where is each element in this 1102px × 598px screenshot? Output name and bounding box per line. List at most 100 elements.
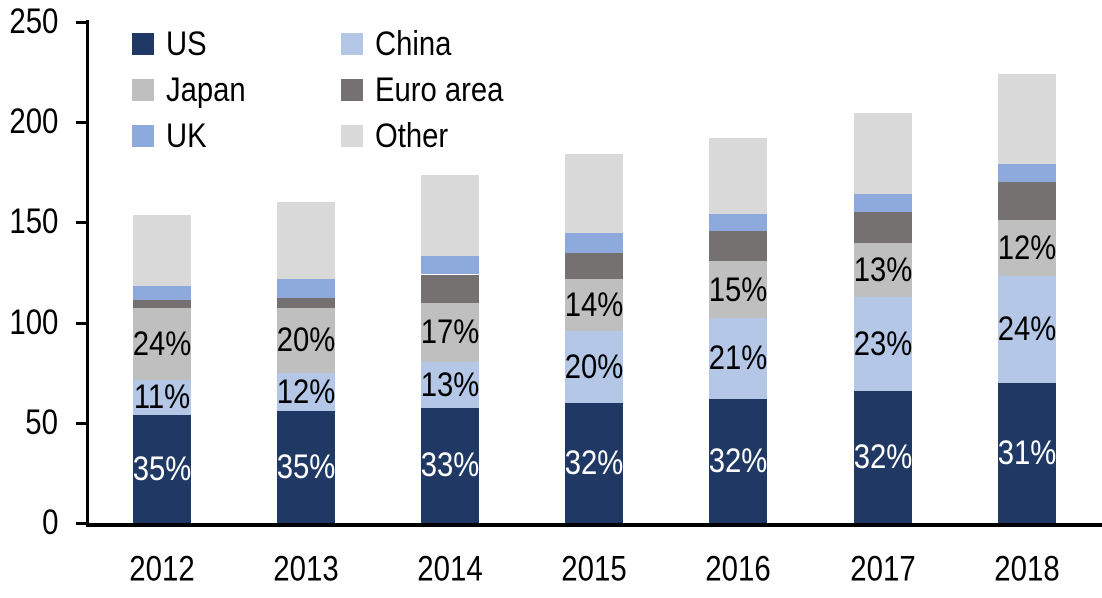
- legend-item-euro-area: Euro area: [341, 73, 524, 107]
- bar-segment-japan-2014: [421, 302, 480, 362]
- x-axis-label-2018: 2018: [993, 549, 1060, 589]
- bar-segment-us-2012: [133, 414, 191, 523]
- bar-segment-uk-2014: [421, 256, 480, 275]
- y-tick: [76, 221, 87, 225]
- bar-segment-japan-2016: [709, 261, 768, 318]
- y-tick-label: 150: [8, 202, 58, 242]
- bar-label-china-2017: 23%: [853, 324, 912, 363]
- bar-label-china-2014: 13%: [420, 365, 480, 404]
- x-axis-label-2015: 2015: [561, 549, 628, 589]
- y-tick: [76, 321, 87, 325]
- bar-segment-other-2012: [133, 215, 191, 286]
- bar-segment-uk-2017: [853, 194, 912, 213]
- bar-segment-china-2012: [133, 379, 191, 415]
- x-axis-label-2014: 2014: [417, 549, 483, 589]
- bar-label-china-2012: 11%: [133, 378, 191, 417]
- x-axis-label-2013: 2013: [273, 549, 339, 589]
- bar-segment-other-2017: [853, 113, 912, 195]
- bar-label-japan-2014: 17%: [420, 313, 480, 352]
- bar-segment-euro-area-2017: [853, 212, 912, 244]
- x-axis-label-2012: 2012: [129, 549, 195, 589]
- bar-segment-japan-2017: [853, 243, 912, 297]
- legend-label-china: China: [375, 25, 452, 63]
- bar-segment-japan-2018: [997, 220, 1056, 276]
- y-tick: [76, 421, 87, 425]
- legend-label-euro-area: Euro area: [375, 71, 504, 109]
- bar-segment-uk-2018: [997, 164, 1056, 183]
- bar-label-us-2015: 32%: [565, 443, 624, 482]
- legend-label-us: US: [166, 25, 207, 63]
- legend-label-other: Other: [375, 117, 449, 155]
- bar-segment-japan-2015: [565, 278, 624, 331]
- bar-segment-china-2017: [853, 296, 912, 391]
- legend-item-us: US: [132, 27, 213, 61]
- bar-label-china-2013: 12%: [276, 372, 336, 411]
- bar-segment-china-2016: [709, 317, 768, 399]
- y-tick-label: 0: [41, 502, 58, 542]
- legend-item-china: China: [341, 27, 464, 61]
- bar-segment-other-2018: [997, 74, 1056, 165]
- legend-item-uk: UK: [132, 119, 213, 153]
- bar-segment-other-2015: [565, 154, 624, 234]
- x-axis-line: [86, 523, 1102, 527]
- y-tick-label: 250: [8, 1, 58, 41]
- y-tick-label: 50: [25, 402, 58, 442]
- bar-label-us-2017: 32%: [853, 437, 912, 476]
- bar-segment-uk-2015: [565, 233, 624, 254]
- bar-segment-other-2014: [421, 175, 480, 257]
- bar-segment-japan-2012: [133, 307, 191, 380]
- y-tick-label: 200: [8, 101, 58, 141]
- x-axis-label-2017: 2017: [849, 549, 916, 589]
- bar-segment-euro-area-2015: [565, 253, 624, 279]
- legend-swatch-us-icon: [132, 33, 154, 55]
- bar-label-japan-2017: 13%: [853, 250, 912, 289]
- bar-segment-china-2018: [997, 275, 1056, 383]
- bar-label-japan-2018: 12%: [997, 228, 1056, 267]
- bar-label-japan-2015: 14%: [565, 285, 624, 324]
- bar-segment-china-2014: [421, 361, 480, 408]
- legend-swatch-uk-icon: [132, 125, 154, 147]
- bar-label-japan-2013: 20%: [276, 321, 336, 360]
- bar-segment-other-2016: [709, 138, 768, 215]
- x-axis-label-2016: 2016: [705, 549, 772, 589]
- bar-segment-japan-2013: [277, 307, 336, 373]
- y-tick: [76, 121, 87, 125]
- bar-segment-us-2017: [853, 390, 912, 523]
- bar-label-us-2013: 35%: [276, 447, 336, 486]
- y-tick: [76, 21, 87, 24]
- bar-segment-china-2013: [277, 372, 336, 411]
- legend-label-uk: UK: [166, 117, 207, 155]
- bar-label-china-2016: 21%: [709, 339, 768, 378]
- bar-segment-uk-2012: [133, 285, 191, 300]
- legend-label-japan: Japan: [166, 71, 246, 109]
- bar-label-us-2018: 31%: [997, 433, 1056, 472]
- bar-segment-us-2015: [565, 402, 624, 523]
- bar-label-china-2018: 24%: [997, 310, 1056, 349]
- bar-segment-us-2014: [421, 407, 480, 523]
- bar-label-us-2016: 32%: [709, 441, 768, 480]
- bar-segment-uk-2013: [277, 278, 336, 298]
- legend-swatch-japan-icon: [132, 79, 154, 101]
- y-axis-line: [86, 20, 89, 527]
- bar-segment-euro-area-2018: [997, 182, 1056, 221]
- bar-segment-euro-area-2013: [277, 297, 336, 308]
- bar-segment-china-2015: [565, 330, 624, 403]
- legend-item-other: Other: [341, 119, 460, 153]
- legend-swatch-other-icon: [341, 125, 363, 147]
- bar-label-japan-2016: 15%: [709, 270, 768, 309]
- y-tick: [76, 522, 87, 525]
- bar-segment-us-2018: [997, 382, 1056, 523]
- legend-item-japan: Japan: [132, 73, 259, 107]
- bar-label-japan-2012: 24%: [132, 324, 192, 363]
- bar-label-us-2014: 33%: [420, 446, 480, 485]
- legend-swatch-china-icon: [341, 33, 363, 55]
- bar-label-us-2012: 35%: [132, 449, 192, 488]
- bar-segment-euro-area-2016: [709, 231, 768, 262]
- bar-segment-uk-2016: [709, 214, 768, 232]
- bar-label-china-2015: 20%: [565, 347, 624, 386]
- bar-segment-us-2016: [709, 398, 768, 523]
- bar-segment-us-2013: [277, 410, 336, 523]
- legend-swatch-euro-area-icon: [341, 79, 363, 101]
- bar-segment-euro-area-2012: [133, 299, 191, 308]
